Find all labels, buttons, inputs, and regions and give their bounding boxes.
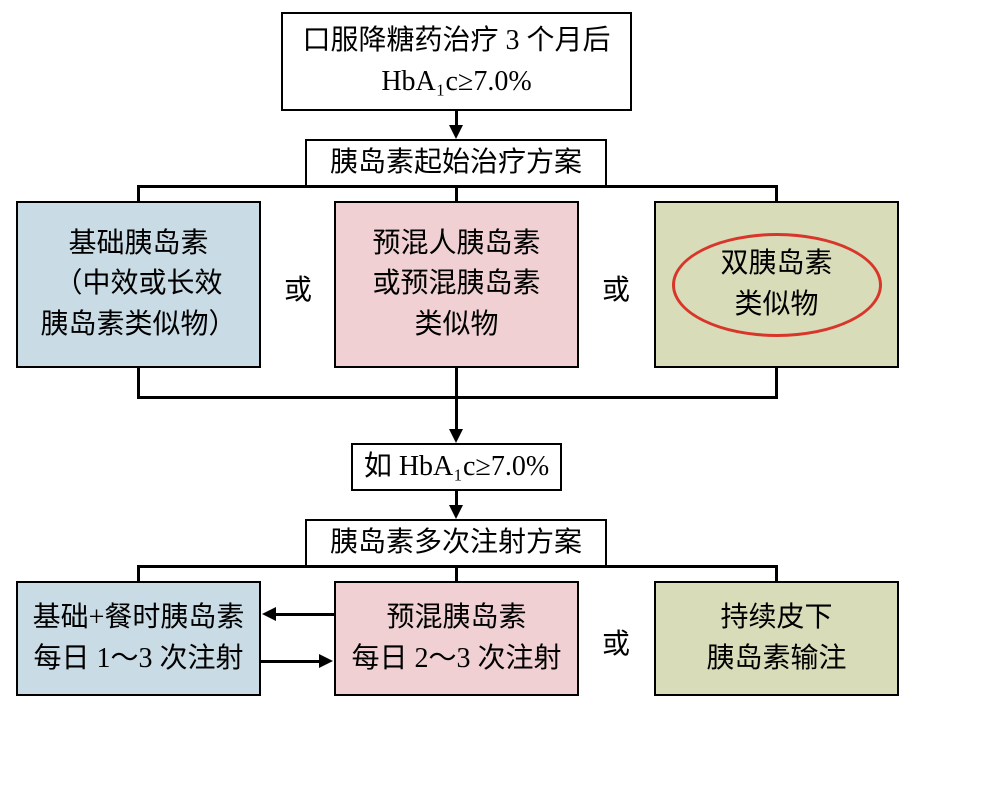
edge-merge1-v4 — [455, 368, 458, 398]
edge-merge1-down — [455, 396, 458, 431]
edge-n6-n7-arrow — [449, 505, 463, 519]
edge-n2-hbar — [137, 185, 778, 188]
node-basal-line3: 胰岛素类似物） — [40, 305, 236, 346]
node-csii-line2: 胰岛素输注 — [706, 639, 846, 680]
edge-merge1-arrow — [449, 429, 463, 443]
edge-merge1-v5 — [775, 368, 778, 398]
node-premix23-line1: 预混胰岛素 — [386, 598, 526, 639]
node-premix-line3: 类似物 — [414, 305, 498, 346]
node-premix23-line2: 每日 2～3 次注射 — [351, 639, 561, 680]
edge-n9-n8-upper-line — [275, 613, 334, 616]
node-premix-insulin: 预混人胰岛素 或预混胰岛素 类似物 — [334, 201, 579, 368]
node-start-line1: 口服降糖药治疗 3 个月后 — [302, 21, 610, 62]
node-basal-line1: 基础胰岛素 — [68, 224, 208, 265]
edge-n9-n8-upper-arrow — [262, 607, 276, 621]
node-basal-bolus-line2: 每日 1～3 次注射 — [33, 639, 243, 680]
node-basal-line2: （中效或长效 — [54, 264, 222, 305]
edge-merge1-v3 — [137, 368, 140, 398]
node-initiate-plan-line1: 胰岛素起始治疗方案 — [330, 143, 582, 184]
node-multi-injection-plan: 胰岛素多次注射方案 — [305, 519, 607, 567]
node-initiate-plan: 胰岛素起始治疗方案 — [305, 139, 607, 187]
node-csii-line1: 持续皮下 — [720, 598, 832, 639]
edge-n1-n2-arrow — [449, 125, 463, 139]
node-start-line2: HbA₁c≥7.0% — [381, 62, 531, 103]
node-premix-2-3: 预混胰岛素 每日 2～3 次注射 — [334, 581, 579, 696]
node-basal-bolus-line1: 基础+餐时胰岛素 — [33, 598, 245, 639]
node-hba1c-line1: 如 HbA₁c≥7.0% — [364, 447, 549, 488]
node-basal-bolus: 基础+餐时胰岛素 每日 1～3 次注射 — [16, 581, 261, 696]
node-hba1c-check: 如 HbA₁c≥7.0% — [351, 443, 562, 491]
or-label-1: 或 — [284, 268, 312, 308]
edge-n8-n9-lower-arrow — [319, 654, 333, 668]
node-premix-line2: 或预混胰岛素 — [372, 264, 540, 305]
edge-n8-n9-lower-line — [261, 660, 320, 663]
node-csii: 持续皮下 胰岛素输注 — [654, 581, 899, 696]
node-multi-plan-line1: 胰岛素多次注射方案 — [330, 523, 582, 564]
node-premix-line1: 预混人胰岛素 — [372, 224, 540, 265]
highlight-ellipse — [672, 233, 882, 337]
or-label-3: 或 — [602, 622, 630, 662]
node-start: 口服降糖药治疗 3 个月后 HbA₁c≥7.0% — [281, 12, 632, 111]
node-basal-insulin: 基础胰岛素 （中效或长效 胰岛素类似物） — [16, 201, 261, 368]
or-label-2: 或 — [602, 268, 630, 308]
